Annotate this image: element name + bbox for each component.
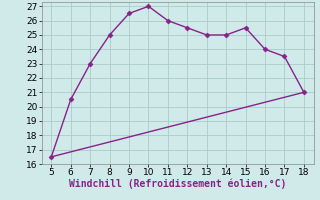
X-axis label: Windchill (Refroidissement éolien,°C): Windchill (Refroidissement éolien,°C) — [69, 179, 286, 189]
